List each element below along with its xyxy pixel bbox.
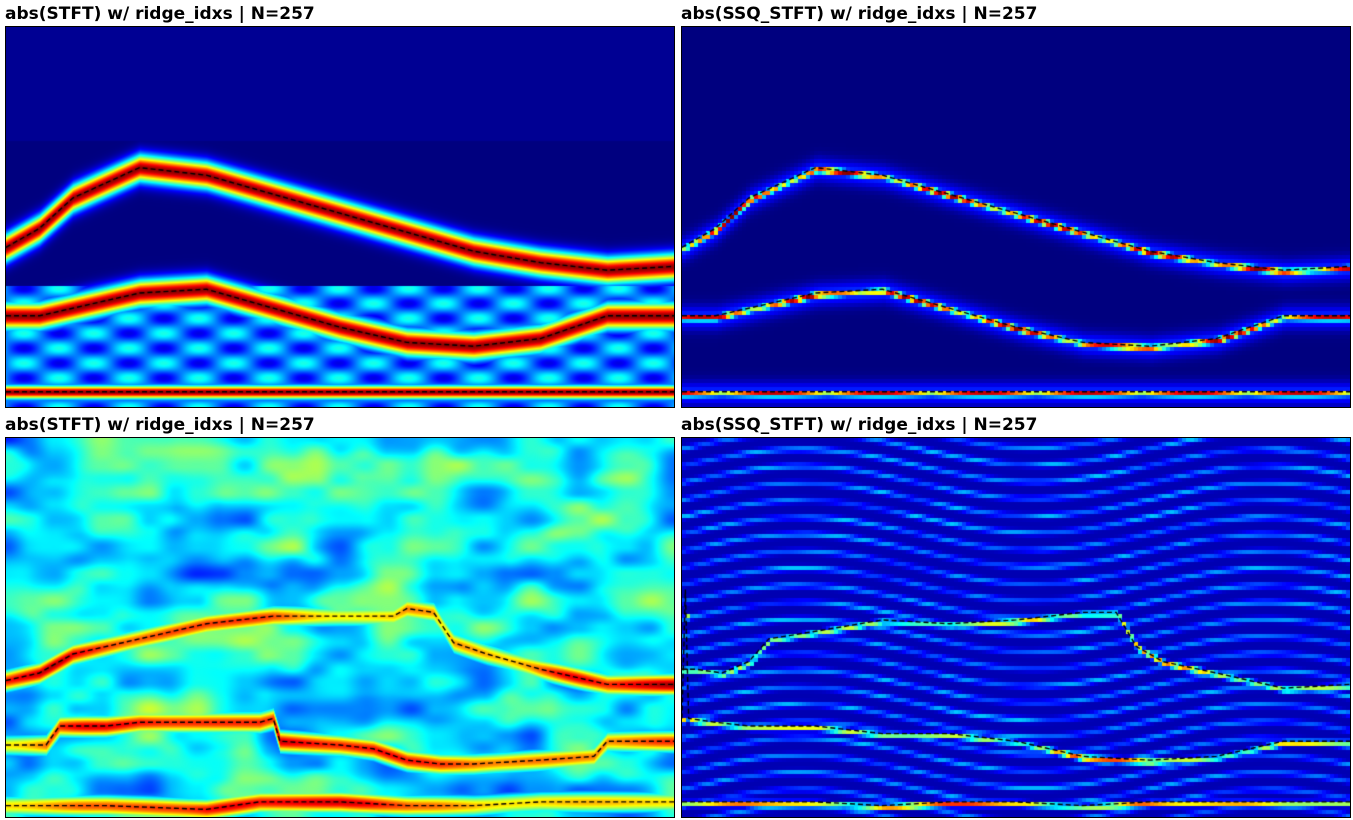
panel-bottom-left: abs(STFT) w/ ridge_idxs | N=257	[5, 415, 675, 818]
heatmap-area	[681, 26, 1351, 408]
chart-title: abs(SSQ_STFT) w/ ridge_idxs | N=257	[681, 415, 1038, 435]
heatmap-canvas	[6, 27, 674, 407]
chart-title: abs(SSQ_STFT) w/ ridge_idxs | N=257	[681, 4, 1038, 24]
heatmap-canvas	[682, 438, 1350, 817]
chart-title: abs(STFT) w/ ridge_idxs | N=257	[5, 415, 315, 435]
panel-top-left: abs(STFT) w/ ridge_idxs | N=257	[5, 4, 675, 408]
heatmap-area	[5, 26, 675, 408]
heatmap-area	[681, 437, 1351, 818]
panel-bottom-right: abs(SSQ_STFT) w/ ridge_idxs | N=257	[681, 415, 1351, 818]
heatmap-canvas	[6, 438, 674, 817]
panel-top-right: abs(SSQ_STFT) w/ ridge_idxs | N=257	[681, 4, 1351, 408]
heatmap-area	[5, 437, 675, 818]
chart-title: abs(STFT) w/ ridge_idxs | N=257	[5, 4, 315, 24]
heatmap-canvas	[682, 27, 1350, 407]
